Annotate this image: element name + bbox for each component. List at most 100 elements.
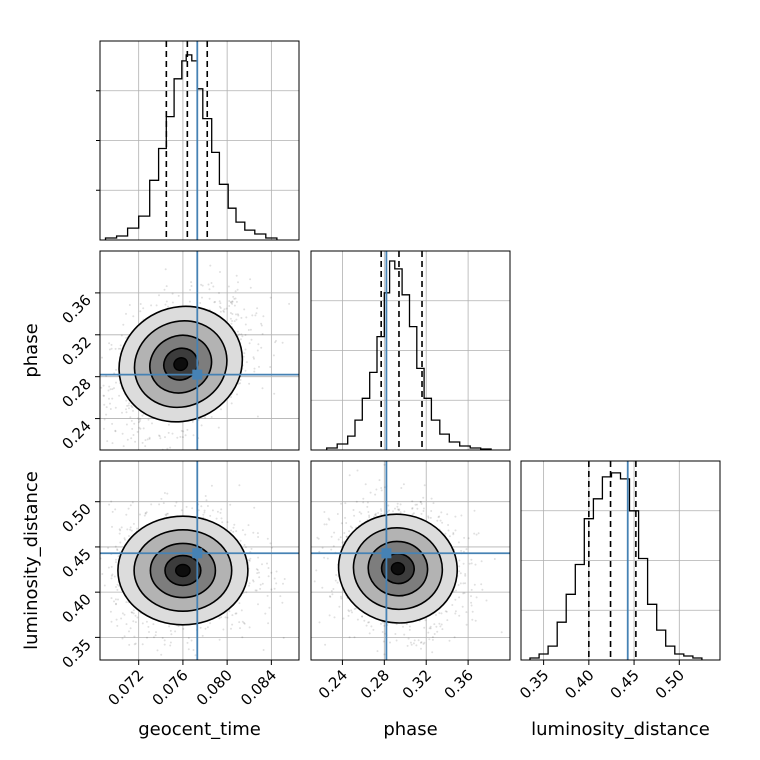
sample-point <box>455 589 457 592</box>
sample-point <box>100 386 103 389</box>
y-tick-label: 0.45 <box>58 545 94 581</box>
sample-point <box>423 484 426 487</box>
sample-point <box>415 644 418 647</box>
sample-point <box>253 506 256 509</box>
sample-point <box>175 501 178 504</box>
sample-point <box>109 408 112 410</box>
sample-point <box>114 430 117 433</box>
sample-point <box>163 288 166 291</box>
sample-point <box>220 517 223 520</box>
sample-point <box>258 365 260 368</box>
sample-point <box>114 347 117 350</box>
sample-point <box>240 338 242 341</box>
sample-point <box>106 440 109 443</box>
sample-point <box>470 562 473 565</box>
sample-point <box>136 430 139 433</box>
sample-point <box>107 546 110 549</box>
sample-point <box>420 641 423 644</box>
sample-point <box>89 421 91 423</box>
sample-point <box>108 342 111 345</box>
sample-point <box>275 582 278 585</box>
sample-point <box>462 582 465 585</box>
sample-point <box>411 507 414 509</box>
sample-point <box>382 621 385 624</box>
sample-point <box>167 431 170 434</box>
sample-point <box>433 633 436 635</box>
sample-point <box>155 304 158 307</box>
sample-point <box>148 631 150 633</box>
sample-point <box>361 615 364 618</box>
sample-point <box>121 411 123 414</box>
sample-point <box>256 307 259 310</box>
sample-point <box>151 422 153 425</box>
sample-point <box>223 310 225 313</box>
sample-point <box>348 636 351 639</box>
sample-point <box>453 636 456 639</box>
sample-point <box>321 586 324 589</box>
sample-point <box>252 580 255 583</box>
sample-point <box>134 621 137 624</box>
sample-point <box>128 643 131 646</box>
sample-point <box>257 603 259 606</box>
sample-point <box>323 556 326 559</box>
sample-point <box>235 300 238 303</box>
sample-point <box>485 599 488 602</box>
sample-point <box>228 305 231 307</box>
sample-point <box>358 520 361 523</box>
hist-panel-phase <box>310 250 511 451</box>
truth-marker <box>381 548 392 559</box>
sample-point <box>130 419 133 422</box>
sample-point <box>257 556 260 559</box>
sample-point <box>109 402 111 405</box>
sample-point <box>197 419 200 421</box>
sample-point <box>219 302 222 305</box>
sample-point <box>252 531 255 534</box>
sample-point <box>129 504 132 507</box>
sample-point <box>62 504 64 506</box>
sample-point <box>229 317 232 320</box>
sample-point <box>368 632 371 635</box>
sample-point <box>321 546 324 549</box>
sample-point <box>218 638 221 641</box>
sample-point <box>150 503 153 506</box>
sample-point <box>473 509 476 512</box>
sample-point <box>374 512 377 515</box>
sample-point <box>115 618 118 621</box>
sample-point <box>345 535 348 538</box>
sample-point <box>230 627 232 630</box>
sample-point <box>118 394 121 397</box>
sample-point <box>97 552 99 554</box>
histogram-series <box>326 260 492 450</box>
sample-point <box>240 316 243 319</box>
sample-point <box>419 641 422 644</box>
sample-point <box>315 569 318 572</box>
sample-point <box>155 631 157 634</box>
sample-point <box>439 625 442 628</box>
sample-point <box>161 637 164 639</box>
sample-point <box>410 643 413 646</box>
panel-frame <box>310 250 511 451</box>
sample-point <box>366 505 369 508</box>
sample-point <box>454 610 457 613</box>
histogram-series <box>529 472 703 660</box>
sample-point <box>383 624 386 627</box>
sample-point <box>451 604 454 606</box>
sample-point <box>254 314 257 317</box>
sample-point <box>458 565 461 568</box>
sample-point <box>95 512 97 514</box>
sample-point <box>493 558 496 560</box>
sample-point <box>435 614 437 616</box>
sample-point <box>396 505 399 508</box>
sample-point <box>244 369 247 372</box>
sample-point <box>436 630 439 633</box>
sample-point <box>132 609 135 612</box>
sample-point <box>259 587 262 590</box>
sample-point <box>241 529 244 532</box>
sample-point <box>109 388 112 391</box>
sample-point <box>275 570 278 573</box>
sample-point <box>239 382 242 385</box>
histogram-series <box>104 54 278 240</box>
sample-point <box>262 315 265 318</box>
sample-point <box>202 513 205 516</box>
